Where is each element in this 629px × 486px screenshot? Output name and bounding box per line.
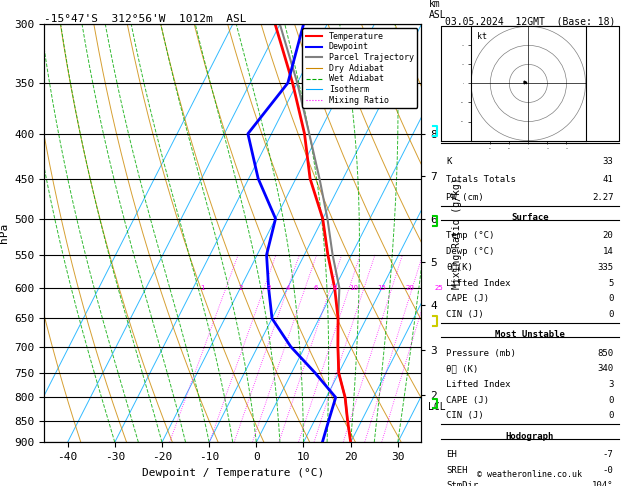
Text: 6: 6 [313, 285, 318, 291]
Text: 20: 20 [603, 231, 613, 241]
Text: -15°47'S  312°56'W  1012m  ASL: -15°47'S 312°56'W 1012m ASL [44, 14, 247, 23]
Text: 33: 33 [603, 156, 613, 166]
Text: θᴇ (K): θᴇ (K) [447, 364, 479, 373]
Text: K: K [447, 156, 452, 166]
Text: EH: EH [447, 450, 457, 459]
Text: 0: 0 [608, 310, 613, 319]
Text: -0: -0 [603, 466, 613, 475]
Legend: Temperature, Dewpoint, Parcel Trajectory, Dry Adiabat, Wet Adiabat, Isotherm, Mi: Temperature, Dewpoint, Parcel Trajectory… [303, 29, 417, 108]
Text: 03.05.2024  12GMT  (Base: 18): 03.05.2024 12GMT (Base: 18) [445, 17, 615, 27]
Text: PW (cm): PW (cm) [447, 193, 484, 202]
Text: 20: 20 [406, 285, 415, 291]
Text: 2.27: 2.27 [592, 193, 613, 202]
Text: Mixing Ratio (g/kg): Mixing Ratio (g/kg) [452, 177, 462, 289]
Text: Totals Totals: Totals Totals [447, 174, 516, 184]
Text: 340: 340 [598, 364, 613, 373]
Text: 2: 2 [238, 285, 243, 291]
Text: 3: 3 [608, 380, 613, 389]
Text: Temp (°C): Temp (°C) [447, 231, 495, 241]
Text: CIN (J): CIN (J) [447, 411, 484, 420]
Text: 4: 4 [286, 285, 290, 291]
Text: CAPE (J): CAPE (J) [447, 294, 489, 303]
Text: Lifted Index: Lifted Index [447, 380, 511, 389]
Text: CAPE (J): CAPE (J) [447, 396, 489, 405]
Text: 3: 3 [266, 285, 271, 291]
Text: 0: 0 [608, 411, 613, 420]
Text: LCL: LCL [428, 402, 446, 412]
Text: 25: 25 [434, 285, 443, 291]
Text: km
ASL: km ASL [429, 0, 447, 20]
Text: 1: 1 [200, 285, 205, 291]
Text: 10: 10 [349, 285, 358, 291]
Text: 0: 0 [608, 294, 613, 303]
Y-axis label: hPa: hPa [0, 223, 9, 243]
Text: Lifted Index: Lifted Index [447, 278, 511, 288]
Text: 5: 5 [608, 278, 613, 288]
Text: 15: 15 [377, 285, 386, 291]
Text: CIN (J): CIN (J) [447, 310, 484, 319]
Text: Pressure (mb): Pressure (mb) [447, 348, 516, 358]
Text: 14: 14 [603, 247, 613, 256]
Text: θᴇ(K): θᴇ(K) [447, 263, 473, 272]
Text: SREH: SREH [447, 466, 468, 475]
Text: Dewp (°C): Dewp (°C) [447, 247, 495, 256]
Text: Most Unstable: Most Unstable [495, 330, 565, 339]
Text: © weatheronline.co.uk: © weatheronline.co.uk [477, 470, 582, 479]
Text: 104°: 104° [592, 482, 613, 486]
Text: Hodograph: Hodograph [506, 432, 554, 441]
Text: -7: -7 [603, 450, 613, 459]
Text: 850: 850 [598, 348, 613, 358]
Text: StmDir: StmDir [447, 482, 479, 486]
Text: 8: 8 [332, 285, 337, 291]
Text: kt: kt [477, 32, 487, 41]
Text: 335: 335 [598, 263, 613, 272]
Text: 0: 0 [608, 396, 613, 405]
Text: Surface: Surface [511, 213, 548, 222]
Text: 41: 41 [603, 174, 613, 184]
X-axis label: Dewpoint / Temperature (°C): Dewpoint / Temperature (°C) [142, 468, 324, 478]
